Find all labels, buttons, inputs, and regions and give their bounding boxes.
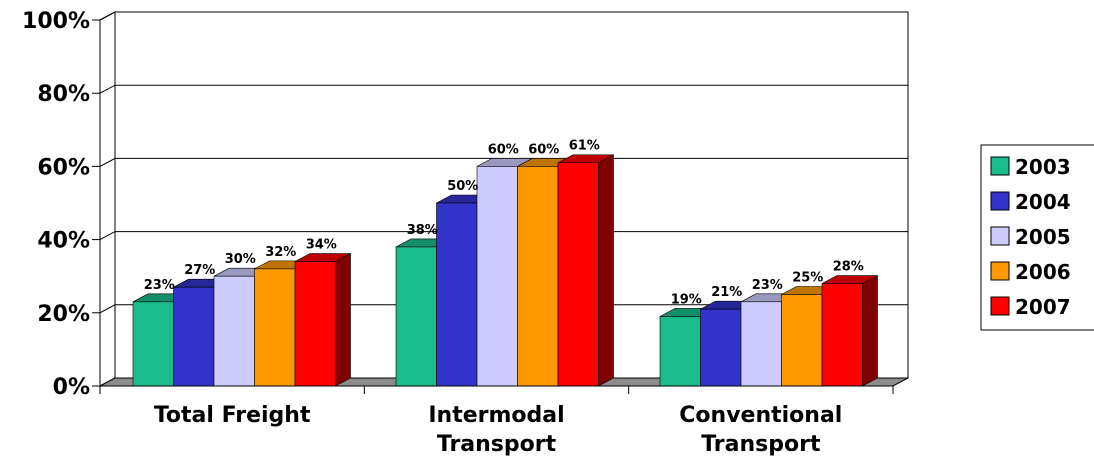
y-tick-label: 100% xyxy=(22,9,90,34)
bar-2006 xyxy=(254,268,296,387)
data-label-2007: 34% xyxy=(306,238,337,253)
bar-2007 xyxy=(557,162,599,387)
legend-label-2004: 2004 xyxy=(1015,190,1071,214)
data-label-2005: 30% xyxy=(225,252,256,267)
side-wall xyxy=(99,11,116,387)
data-label-2006: 32% xyxy=(265,245,296,260)
legend-swatch-2006 xyxy=(990,261,1010,281)
data-label-2005: 23% xyxy=(752,278,783,293)
bar-2005 xyxy=(213,275,255,387)
bar-2003 xyxy=(395,246,437,387)
bar-2004 xyxy=(173,286,215,387)
legend-label-2007: 2007 xyxy=(1015,295,1071,319)
gridline xyxy=(99,157,908,167)
bar-2003 xyxy=(132,301,174,387)
category-label: Conventional xyxy=(679,403,842,428)
bar-side-2007 xyxy=(862,275,878,387)
data-label-2004: 50% xyxy=(447,179,478,194)
legend-swatch-2004 xyxy=(990,191,1010,211)
data-label-2005: 60% xyxy=(488,142,519,157)
legend: 2003 2004 2005 2006 2007 xyxy=(980,144,1094,331)
legend-swatch-2005 xyxy=(990,226,1010,246)
data-label-2007: 61% xyxy=(569,139,600,154)
bar-2006 xyxy=(517,166,559,387)
bar-2005 xyxy=(740,301,782,387)
bar-2006 xyxy=(781,294,823,387)
y-axis: 0% 20% 40% 60% 80% 100% xyxy=(22,9,101,400)
gridline xyxy=(99,84,908,94)
data-label-2004: 27% xyxy=(184,263,215,278)
bar-2004 xyxy=(700,308,742,387)
gridlines xyxy=(99,11,908,314)
y-tick-label: 0% xyxy=(53,375,90,400)
data-label-2006: 60% xyxy=(528,142,559,157)
y-tick-label: 40% xyxy=(37,229,90,254)
category-label: Transport xyxy=(701,432,821,457)
gridline xyxy=(99,11,908,21)
y-tick-label: 60% xyxy=(37,155,90,180)
category-label: Total Freight xyxy=(154,403,311,428)
x-axis: Total Freight Intermodal Transport Conventi… xyxy=(99,385,894,457)
data-label-2007: 28% xyxy=(833,260,864,275)
y-tick-label: 20% xyxy=(37,302,90,327)
data-labels: 23% 27% 30% 32% 34% 38% 50% 60% 60% 61% 19% 21% 23% 2… xyxy=(144,139,864,308)
legend-label-2003: 2003 xyxy=(1015,155,1071,179)
data-label-2003: 19% xyxy=(671,292,702,307)
data-label-2003: 38% xyxy=(407,223,438,238)
bar-side-2007 xyxy=(598,154,614,387)
y-tick-label: 80% xyxy=(37,82,90,107)
category-label: Transport xyxy=(437,432,557,457)
bars xyxy=(132,154,878,387)
data-label-2006: 25% xyxy=(792,271,823,286)
legend-swatch-2003 xyxy=(990,156,1010,176)
legend-swatch-2007 xyxy=(990,296,1010,316)
category-label: Intermodal xyxy=(428,403,564,428)
legend-label-2005: 2005 xyxy=(1015,225,1071,249)
bar-2003 xyxy=(659,316,701,387)
bar-2007 xyxy=(294,261,336,387)
data-label-2003: 23% xyxy=(144,278,175,293)
data-label-2004: 21% xyxy=(711,285,742,300)
bar-2004 xyxy=(436,202,478,387)
gridline xyxy=(99,231,908,241)
legend-label-2006: 2006 xyxy=(1015,260,1071,284)
bar-2007 xyxy=(821,283,863,387)
bar-2005 xyxy=(476,166,518,387)
bar-side-2007 xyxy=(335,253,351,387)
gridline xyxy=(99,304,908,314)
